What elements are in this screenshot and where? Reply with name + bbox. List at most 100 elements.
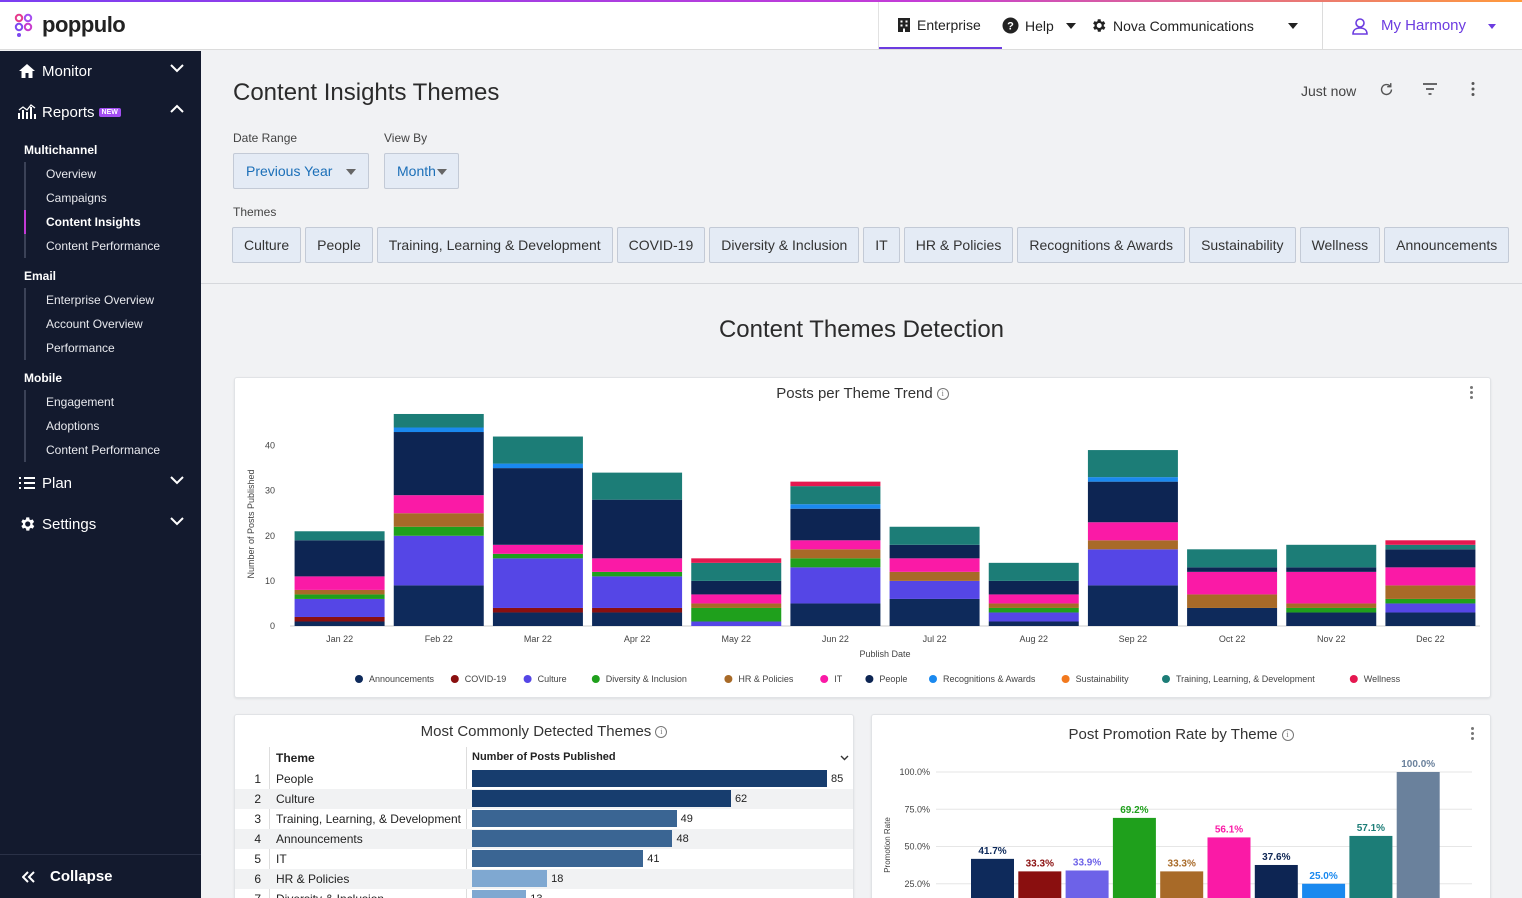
nav-multichannel-campaigns[interactable]: Campaigns [24,186,201,210]
table-row[interactable]: 1 People 85 [235,769,853,789]
nav-email-enterprise-overview[interactable]: Enterprise Overview [24,288,201,312]
nav-mobile-engagement[interactable]: Engagement [24,390,201,414]
bar-segment-diversity-inclusion [492,553,583,559]
more-vert-icon[interactable] [1470,386,1473,401]
more-vert-icon[interactable] [1471,727,1474,742]
help-menu[interactable]: ? Help [1002,2,1088,49]
more-vert-icon[interactable] [1471,81,1475,97]
y-tick-label: 0 [270,621,275,631]
nav-multichannel-content-performance[interactable]: Content Performance [24,234,201,258]
nav-mobile-content-performance[interactable]: Content Performance [24,438,201,462]
new-badge: NEW [98,107,121,117]
table-row[interactable]: 5 IT 41 [235,849,853,869]
filter-icon[interactable] [1422,81,1438,97]
row-bar [472,850,644,867]
bar-segment-people [393,432,484,496]
nav-multichannel-overview[interactable]: Overview [24,162,201,186]
info-icon[interactable]: i [936,388,949,401]
view-by-select[interactable]: Month [384,153,459,189]
bar-segment-hr-policies [1385,585,1476,599]
refresh-icon[interactable] [1378,81,1395,98]
user-menu[interactable]: My Harmony [1322,2,1522,49]
theme-chip-wellness[interactable]: Wellness [1299,227,1381,263]
view-by-value: Month [397,163,436,179]
chevron-down-icon [170,476,184,485]
row-value: 13 [530,893,542,898]
poppulo-logo[interactable]: poppulo [12,11,126,39]
nav-email-performance[interactable]: Performance [24,336,201,360]
theme-chip-recognitions[interactable]: Recognitions & Awards [1017,227,1186,263]
brand-name: poppulo [42,12,126,37]
nav-settings[interactable]: Settings [0,504,201,544]
bar-segment-hr-policies [691,603,782,608]
nav-monitor[interactable]: Monitor [0,51,201,91]
chevron-down-icon [170,517,184,526]
theme-chip-it[interactable]: IT [863,227,900,263]
bar-segment-hr-policies [1187,594,1278,608]
row-theme: People [276,772,314,786]
gear-icon [21,517,35,531]
table-row[interactable]: 4 Announcements 48 [235,829,853,849]
bar-segment-recognitions-awards [492,463,583,469]
promotion-rate-card: Post Promotion Rate by Theme i 25.0% 50.0%… [871,714,1491,898]
theme-chip-training[interactable]: Training, Learning & Development [376,227,613,263]
organization-menu[interactable]: Nova Communications [1090,2,1320,49]
theme-chip-covid[interactable]: COVID-19 [616,227,706,263]
y-axis-label: Number of Posts Published [246,469,256,578]
theme-chip-culture[interactable]: Culture [232,227,302,263]
enterprise-tab[interactable]: Enterprise [879,2,1002,49]
table-row[interactable]: 2 Culture 62 [235,789,853,809]
data-label: 56.1% [1215,824,1243,835]
x-tick-label: Aug 22 [1019,634,1048,644]
page-title: Content Insights Themes [233,79,500,106]
table-row[interactable]: 6 HR & Policies 18 [235,869,853,889]
bar-segment-training-learning-development [1087,450,1178,478]
theme-chip-sustainability[interactable]: Sustainability [1189,227,1296,263]
theme-chip-hr-policies[interactable]: HR & Policies [903,227,1014,263]
info-icon[interactable]: i [1281,729,1294,742]
bar-segment-hr-policies [1286,603,1377,608]
bar-segment-people [1385,549,1476,568]
nav-multichannel-content-insights[interactable]: Content Insights [24,210,201,234]
chart-icon [18,104,36,119]
row-rank: 5 [254,852,261,866]
nav-plan-label: Plan [42,474,73,492]
date-range-select[interactable]: Previous Year [233,153,369,189]
theme-chip-people[interactable]: People [305,227,373,263]
nav-plan[interactable]: Plan [0,463,201,503]
column-header-posts[interactable]: Number of Posts Published [472,751,616,763]
theme-chip-diversity[interactable]: Diversity & Inclusion [709,227,860,263]
nav-reports[interactable]: Reports NEW [0,92,201,132]
info-icon[interactable]: i [655,726,668,739]
row-theme: HR & Policies [276,872,350,886]
bar-segment-hr-policies [393,513,484,527]
table-row[interactable]: 7 Diversity & Inclusion 13 [235,889,853,898]
user-icon [1352,17,1368,35]
legend-marker [724,675,733,683]
sort-chevron-icon[interactable] [840,755,849,761]
bar-segment-wellness [691,558,782,563]
promotion-bar [1302,883,1346,898]
x-tick-label: Dec 22 [1416,634,1445,644]
theme-chip-announcements[interactable]: Announcements [1384,227,1510,263]
row-theme: IT [276,852,287,866]
bar-segment-it [592,558,683,572]
bar-segment-people [790,508,881,541]
nav-settings-label: Settings [42,515,97,533]
date-range-value: Previous Year [246,163,333,179]
bar-segment-diversity-inclusion [1385,598,1476,604]
chevron-up-icon [170,104,184,113]
legend-label: Announcements [369,674,435,684]
collapse-button[interactable]: Collapse [0,854,201,898]
nav-email-account-overview[interactable]: Account Overview [24,312,201,336]
bar-segment-training-learning-development [592,472,683,500]
nav-mobile-adoptions[interactable]: Adoptions [24,414,201,438]
table-row[interactable]: 3 Training, Learning, & Development 49 [235,809,853,829]
legend-label: COVID-19 [465,674,507,684]
column-header-theme[interactable]: Theme [276,751,315,765]
bar-segment-training-learning-development [492,436,583,464]
bar-segment-it [393,495,484,514]
table-title: Most Commonly Detected Themes [420,723,652,740]
bar-segment-training-learning-development [889,526,980,545]
most-common-themes-card: Most Commonly Detected Themes i Theme Num… [234,714,854,898]
